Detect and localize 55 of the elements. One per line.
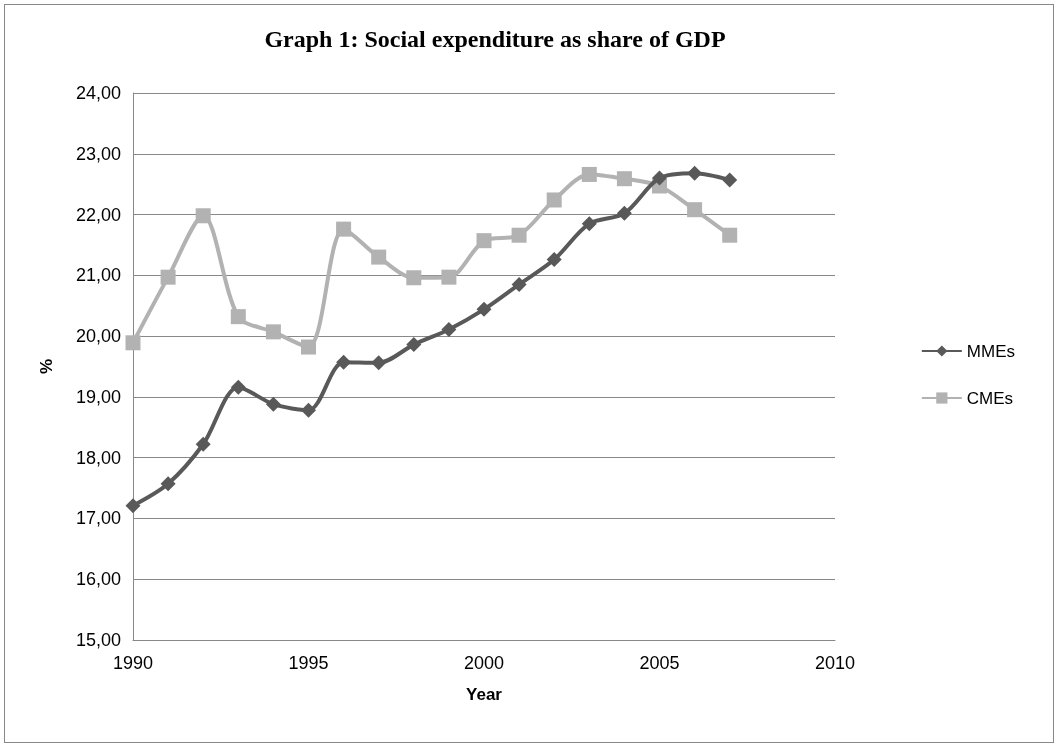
legend-label: CMEs	[966, 388, 1014, 408]
y-tick-label: 21,00	[75, 265, 121, 286]
x-axis-title: Year	[466, 685, 503, 704]
point	[265, 324, 281, 340]
point	[616, 171, 632, 187]
x-tick-label: 1990	[112, 653, 154, 673]
point	[160, 476, 176, 492]
y-tick-label: 20,00	[75, 326, 121, 347]
point	[125, 335, 141, 351]
point	[406, 337, 422, 353]
point	[371, 249, 387, 265]
point	[230, 379, 246, 395]
legend-label: MMEs	[966, 341, 1016, 361]
point	[195, 208, 211, 224]
point	[301, 339, 316, 355]
y-axis-title: %	[37, 358, 56, 375]
point	[581, 166, 597, 182]
y-tick-label: 22,00	[75, 204, 121, 225]
y-tick-label: 15,00	[75, 630, 121, 650]
x-tick-label: 2010	[814, 653, 856, 673]
point	[546, 192, 562, 208]
point	[476, 233, 492, 249]
point	[265, 396, 281, 412]
point	[511, 227, 527, 243]
point	[616, 205, 632, 221]
point	[652, 170, 667, 186]
point	[511, 276, 527, 292]
point	[441, 269, 457, 285]
point	[336, 221, 352, 237]
point	[336, 354, 352, 370]
y-tick-label: 17,00	[75, 508, 121, 529]
point	[687, 202, 703, 218]
point	[195, 436, 211, 452]
y-tick-label: 23,00	[75, 143, 121, 164]
point	[546, 252, 562, 268]
point	[476, 301, 492, 317]
x-tick-label: 2005	[639, 653, 680, 673]
point	[230, 309, 246, 325]
y-tick-label: 18,00	[75, 447, 121, 468]
chart-title: Graph 1: Social expenditure as share of GDP	[264, 26, 726, 52]
y-tick-label: 19,00	[75, 386, 121, 407]
point	[125, 498, 141, 514]
point	[371, 355, 387, 371]
point	[722, 172, 738, 188]
y-tick-label: 24,00	[75, 83, 121, 103]
point	[160, 269, 176, 285]
x-tick-label: 2000	[463, 653, 505, 673]
y-tick-label: 16,00	[75, 569, 121, 590]
point	[441, 321, 457, 337]
point	[581, 216, 597, 232]
point	[406, 270, 422, 286]
point	[722, 227, 738, 243]
point	[301, 402, 316, 418]
x-tick-label: 1995	[288, 653, 329, 673]
point	[687, 165, 703, 181]
